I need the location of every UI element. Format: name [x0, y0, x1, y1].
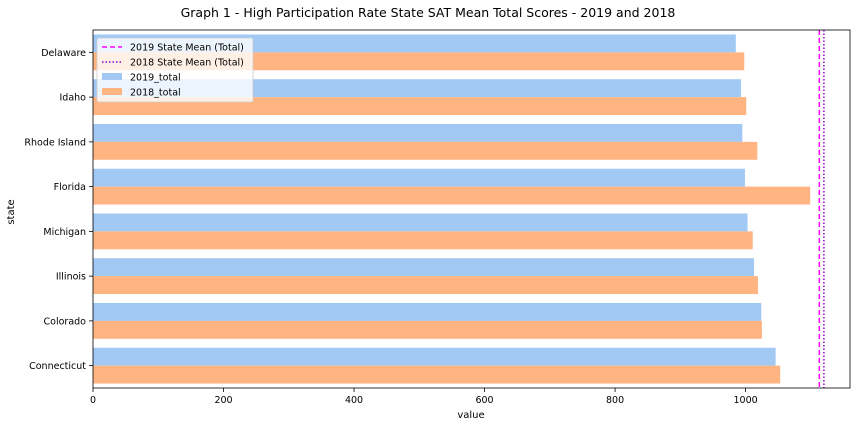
y-tick-label: Rhode Island: [24, 137, 86, 148]
bar-2018_total-colorado: [93, 320, 762, 339]
y-tick-label: Delaware: [41, 48, 86, 59]
bar-2019_total-idaho: [93, 79, 742, 98]
bar-2018_total-connecticut: [93, 365, 781, 384]
axes: 0 200 400 600 800 1000 Delaware Idaho Rhode Isla…: [24, 29, 851, 406]
x-tick-label: 0: [90, 395, 96, 406]
y-axis-label: state: [6, 199, 17, 224]
y-tick-label: Florida: [54, 182, 86, 193]
bar-2018_total-delaware: [93, 52, 745, 71]
x-tick-label: 400: [345, 395, 363, 406]
legend-patch: [102, 88, 122, 95]
plot-frame: [92, 29, 851, 389]
bar-2018_total-florida: [93, 186, 811, 205]
bar-2019_total-colorado: [93, 302, 762, 321]
legend-patch: [102, 73, 122, 80]
y-tick-label: Illinois: [56, 272, 86, 283]
x-tick-label: 600: [475, 395, 493, 406]
plot-area: [93, 30, 825, 388]
x-tick-label: 800: [606, 395, 624, 406]
legend-label: 2019_total: [130, 73, 181, 84]
y-tick-label: Michigan: [43, 227, 86, 238]
legend-label: 2019 State Mean (Total): [130, 43, 244, 54]
legend-label: 2018_total: [130, 88, 181, 99]
bar-2019_total-rhode-island: [93, 123, 743, 142]
y-tick-label: Colorado: [44, 316, 87, 327]
bar-2019_total-illinois: [93, 258, 755, 277]
bar-2018_total-illinois: [93, 276, 758, 295]
y-tick-label: Connecticut: [29, 361, 86, 372]
legend: 2019 State Mean (Total) 2018 State Mean (…: [96, 37, 254, 103]
bar-2019_total-michigan: [93, 213, 748, 232]
y-tick-label: Idaho: [60, 93, 87, 104]
x-axis-label: value: [457, 410, 484, 421]
bar-2019_total-connecticut: [93, 347, 776, 366]
x-tick-label: 200: [214, 395, 232, 406]
bar-2018_total-idaho: [93, 97, 747, 116]
legend-label: 2018 State Mean (Total): [130, 58, 244, 69]
bar-2019_total-delaware: [93, 34, 736, 53]
chart-title: Graph 1 - High Participation Rate State …: [181, 5, 676, 20]
x-tick-label: 1000: [733, 395, 757, 406]
bar-2018_total-michigan: [93, 231, 753, 250]
bar-2018_total-rhode-island: [93, 141, 758, 160]
legend-box: [96, 37, 254, 103]
bar-2019_total-florida: [93, 168, 745, 187]
